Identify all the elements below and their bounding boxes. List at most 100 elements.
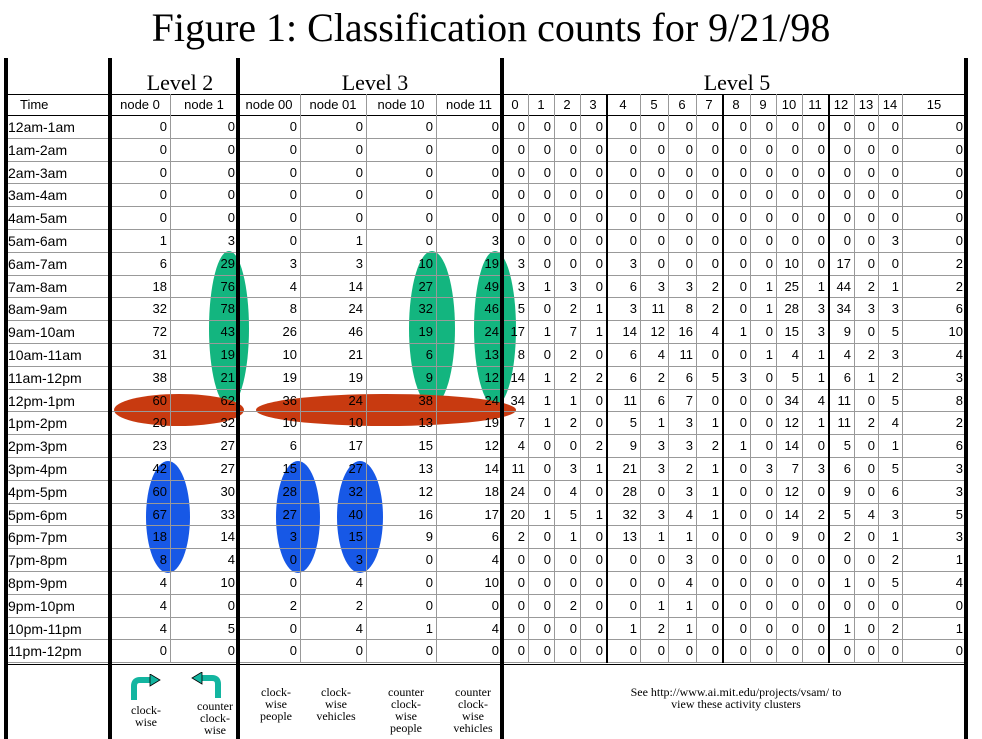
clockwise-arrow-icon: [131, 674, 161, 700]
count-cell: 0: [425, 552, 433, 568]
count-cell: 0: [543, 620, 551, 636]
count-cell: 2: [711, 301, 719, 317]
count-cell: 3: [657, 506, 665, 522]
count-cell: 11: [837, 392, 852, 408]
count-cell: 0: [629, 210, 637, 226]
count-cell: 3: [867, 301, 875, 317]
count-cell: 4: [955, 347, 963, 362]
count-cell: 1: [817, 278, 825, 294]
count-cell: 1: [955, 552, 963, 568]
count-cell: 1: [685, 620, 693, 636]
count-cell: 32: [220, 415, 235, 431]
count-cell: 3: [739, 369, 747, 385]
count-cell: 1: [711, 483, 719, 499]
count-cell: 3: [355, 552, 363, 568]
count-cell: 0: [517, 119, 525, 134]
count-cell: 3: [569, 278, 577, 294]
count-cell: 0: [867, 643, 875, 659]
count-cell: 0: [891, 164, 899, 180]
count-cell: 0: [711, 597, 719, 613]
count-cell: 4: [791, 347, 799, 362]
count-cell: 0: [765, 529, 773, 545]
count-cell: 2: [817, 506, 825, 522]
cluster-blue-node0: [146, 461, 190, 573]
count-cell: 0: [543, 438, 551, 454]
count-cell: 0: [227, 119, 235, 134]
column-header: 10: [781, 97, 797, 112]
count-cell: 0: [739, 392, 747, 408]
count-cell: 5: [711, 369, 719, 385]
count-cell: 0: [517, 187, 525, 203]
count-cell: 0: [159, 141, 167, 157]
count-cell: 0: [765, 187, 773, 203]
count-cell: 0: [657, 643, 665, 659]
count-cell: 6: [955, 301, 963, 317]
column-header: 4: [619, 97, 627, 112]
count-cell: 1: [711, 506, 719, 522]
column-divider: [776, 94, 777, 664]
count-cell: 3: [657, 438, 665, 454]
time-slot-label: 1pm-2pm: [8, 415, 68, 432]
count-cell: 0: [491, 119, 499, 134]
count-cell: 2: [517, 529, 525, 545]
count-cell: 0: [657, 141, 665, 157]
count-cell: 72: [152, 324, 167, 340]
count-cell: 1: [739, 438, 747, 454]
column-divider: [878, 94, 879, 664]
count-cell: 0: [955, 141, 963, 157]
count-cell: 2: [955, 255, 963, 271]
count-cell: 2: [595, 369, 603, 385]
count-cell: 0: [891, 141, 899, 157]
count-cell: 0: [491, 643, 499, 659]
count-cell: 15: [784, 324, 799, 340]
count-cell: 0: [543, 301, 551, 317]
count-cell: 0: [843, 233, 851, 248]
count-cell: 5: [843, 438, 851, 454]
count-cell: 2: [867, 347, 875, 362]
count-cell: 0: [867, 324, 875, 340]
count-cell: 0: [739, 620, 747, 636]
column-divider: [668, 94, 669, 664]
count-cell: 0: [425, 187, 433, 203]
row-divider: [6, 548, 966, 550]
column-divider: [436, 94, 437, 664]
count-cell: 0: [595, 529, 603, 545]
count-cell: 8: [289, 301, 297, 317]
count-cell: 27: [282, 506, 297, 522]
count-cell: 0: [595, 141, 603, 157]
count-cell: 1: [711, 415, 719, 431]
count-cell: 32: [622, 506, 637, 522]
count-cell: 0: [543, 643, 551, 659]
count-cell: 14: [784, 506, 799, 522]
level-2-heading: Level 2: [146, 70, 214, 95]
count-cell: 0: [711, 141, 719, 157]
count-cell: 4: [491, 620, 499, 636]
count-cell: 0: [685, 119, 693, 134]
column-divider: [108, 58, 112, 739]
count-cell: 0: [491, 210, 499, 226]
time-slot-label: 5am-6am: [8, 233, 68, 249]
count-cell: 67: [152, 506, 167, 522]
count-cell: 1: [569, 392, 577, 408]
count-cell: 44: [836, 278, 851, 294]
row-divider: [6, 411, 966, 413]
count-cell: 0: [765, 369, 773, 385]
time-slot-label: 1am-2am: [8, 141, 68, 158]
count-cell: 19: [418, 324, 433, 340]
count-cell: 0: [595, 233, 603, 248]
count-cell: 0: [867, 210, 875, 226]
column-header: 14: [882, 97, 898, 112]
column-divider: [964, 58, 968, 739]
row-divider: [6, 365, 966, 367]
count-cell: 0: [517, 643, 525, 659]
count-cell: 0: [657, 233, 665, 248]
count-cell: 2: [569, 415, 577, 431]
time-slot-label: 12am-1am: [8, 119, 75, 135]
count-cell: 78: [220, 301, 235, 317]
count-cell: 0: [791, 141, 799, 157]
count-cell: 1: [657, 529, 665, 545]
count-cell: 19: [484, 415, 499, 431]
count-cell: 11: [679, 347, 694, 362]
count-cell: 0: [595, 575, 603, 590]
count-cell: 0: [843, 552, 851, 568]
